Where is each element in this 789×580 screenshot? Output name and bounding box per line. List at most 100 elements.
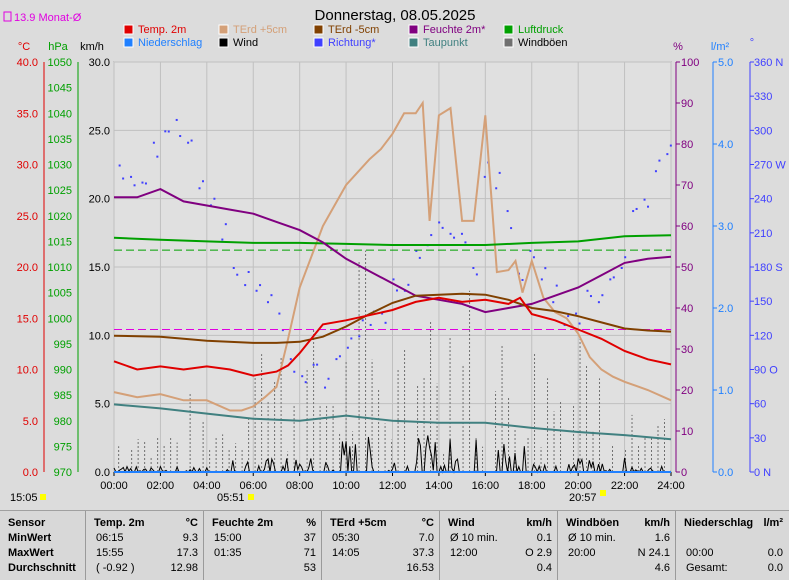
direction-point <box>666 153 669 156</box>
direction-point <box>304 381 307 384</box>
tick-direction: 120 <box>754 330 772 342</box>
direction-point <box>381 312 384 315</box>
tick-pressure: 1050 <box>48 57 72 69</box>
cell-time: Ø 10 min. <box>568 532 616 544</box>
legend-swatch <box>408 37 419 48</box>
series-line-temp-2m <box>113 296 672 377</box>
direction-point <box>529 249 532 252</box>
group-title: Feuchte 2m <box>212 517 274 529</box>
direction-point <box>293 370 296 373</box>
tick-wind: 30.0 <box>89 57 110 69</box>
chart-title: Donnerstag, 08.05.2025 <box>315 7 476 24</box>
sunset-label: 20:57 <box>569 492 597 504</box>
cell-value: 9.3 <box>182 532 198 544</box>
table-separator <box>675 511 676 580</box>
direction-point <box>152 141 155 144</box>
direction-point <box>624 256 627 259</box>
group-title: Windböen <box>566 517 620 529</box>
cell-value: 4.6 <box>654 562 670 574</box>
legend-label: TErd -5cm <box>328 24 379 36</box>
legend-swatch <box>313 37 324 48</box>
tick-rain: 2.0 <box>718 303 733 315</box>
direction-point <box>415 249 418 252</box>
group-unit: km/h <box>526 517 552 529</box>
group-unit: l/m² <box>763 517 783 529</box>
tick-direction: 270 W <box>754 160 786 172</box>
tick-direction: 210 <box>754 228 772 240</box>
legend-label: Feuchte 2m* <box>423 24 486 36</box>
direction-point <box>643 198 646 201</box>
cell-value: 1.6 <box>654 532 670 544</box>
sunrise-label: 05:51 <box>217 492 245 504</box>
table-separator <box>439 511 440 580</box>
series-line-terd-5cm <box>113 100 672 412</box>
tick-pressure: 995 <box>54 339 72 351</box>
tick-wind: 20.0 <box>89 194 110 206</box>
direction-point <box>586 289 589 292</box>
cell-value: 0.0 <box>767 562 783 574</box>
tick-direction: 30 <box>754 433 766 445</box>
legend-label: Luftdruck <box>518 24 564 36</box>
direction-point <box>544 267 547 270</box>
tick-humidity: 40 <box>681 303 693 315</box>
legend-label: Wind <box>233 37 258 49</box>
cell-value: 71 <box>303 547 316 559</box>
cell-time: 12:00 <box>450 547 478 559</box>
direction-point <box>540 278 543 281</box>
direction-point <box>198 187 201 190</box>
tick-pressure: 985 <box>54 390 72 402</box>
cell-time: 06:15 <box>96 532 124 544</box>
tick-pressure: 1035 <box>48 134 72 146</box>
cell-value: N 24.1 <box>637 547 670 559</box>
direction-point <box>270 294 273 297</box>
cell-value: 0.4 <box>536 562 552 574</box>
unit-direction: ° <box>750 37 754 49</box>
legend-label: TErd +5cm <box>233 24 287 36</box>
direction-point <box>449 232 452 235</box>
tick-humidity: 90 <box>681 98 693 110</box>
direction-point <box>609 278 612 281</box>
legend-label: Richtung* <box>328 37 376 49</box>
direction-point <box>312 363 315 366</box>
cell-time: 14:05 <box>332 547 360 559</box>
tick-temp: 15.0 <box>17 313 38 325</box>
tick-wind: 10.0 <box>89 330 110 342</box>
cell-value: 7.0 <box>418 532 434 544</box>
tick-humidity: 60 <box>681 221 693 233</box>
unit-pressure: hPa <box>48 41 68 53</box>
tick-direction: 180 S <box>754 262 783 274</box>
direction-point <box>612 276 615 279</box>
direction-point <box>567 315 570 318</box>
direction-point <box>510 227 513 230</box>
wind-series <box>113 435 672 474</box>
direction-point <box>358 335 361 338</box>
cell-value: 16.53 <box>406 562 434 574</box>
unit-rain: l/m² <box>711 41 730 53</box>
tick-humidity: 70 <box>681 180 693 192</box>
direction-point <box>578 322 581 325</box>
direction-point <box>532 256 535 259</box>
direction-point <box>221 238 224 241</box>
tick-x: 24:00 <box>657 480 685 492</box>
monthly-avg-note: 13.9 Monat-Ø <box>14 12 82 24</box>
cell-time: Ø 10 min. <box>450 532 498 544</box>
direction-point <box>289 358 292 361</box>
tick-pressure: 1045 <box>48 83 72 95</box>
row-label: Sensor <box>8 517 46 529</box>
tick-direction: 360 N <box>754 57 783 69</box>
tick-wind: 5.0 <box>95 399 110 411</box>
cell-time: 05:30 <box>332 532 360 544</box>
tick-temp: 5.0 <box>23 416 38 428</box>
direction-point <box>187 141 190 144</box>
tick-x: 18:00 <box>518 480 546 492</box>
tick-direction: 0 N <box>754 467 771 479</box>
cell-time: 15:55 <box>96 547 124 559</box>
direction-point <box>247 270 250 273</box>
group-title: Temp. 2m <box>94 517 145 529</box>
cell-value: 0.1 <box>536 532 552 544</box>
direction-point <box>589 295 592 298</box>
series-line-luftdruck <box>113 234 672 246</box>
legend-swatch <box>408 24 419 35</box>
direction-point <box>164 130 167 133</box>
tick-x: 16:00 <box>472 480 500 492</box>
